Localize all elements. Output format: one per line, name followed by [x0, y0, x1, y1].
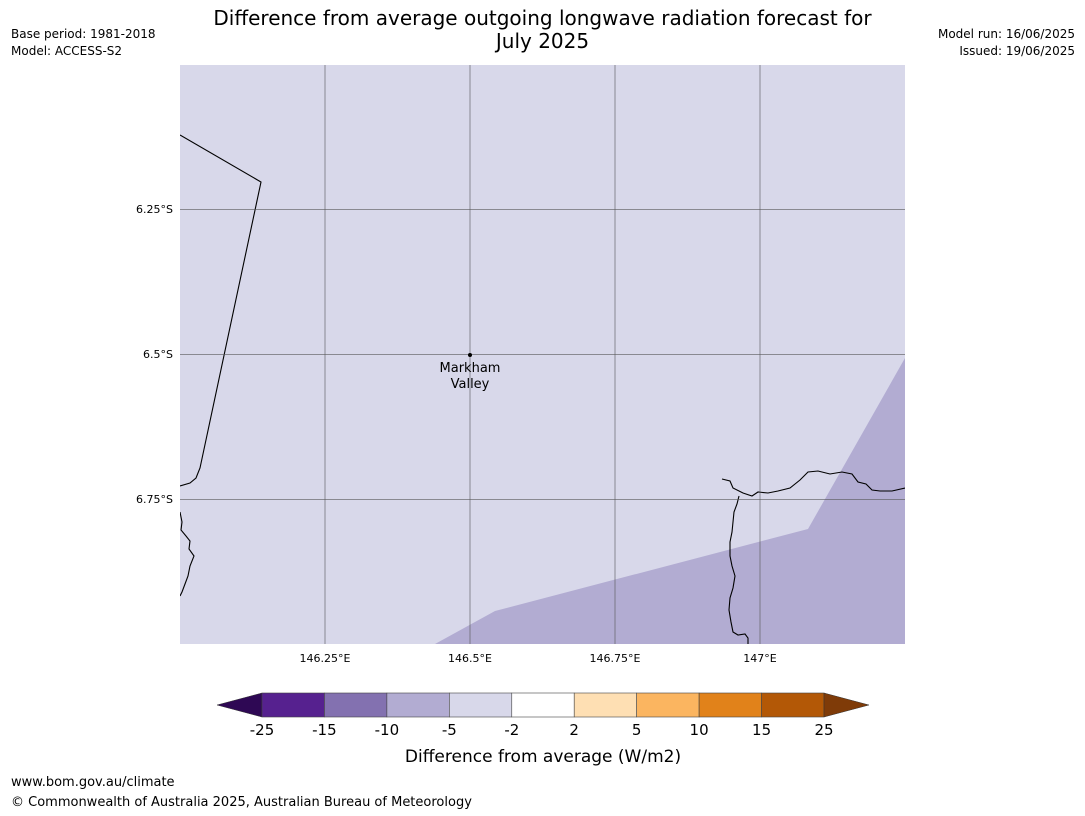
coastline-west	[180, 511, 195, 597]
colorbar-tick-label: 2	[569, 721, 579, 739]
colorbar: -25 -15 -10 -5 -2 2 5 10 15 25 Differenc…	[216, 692, 870, 767]
location-label-line-1: Markham	[440, 361, 501, 376]
title-line-2: July 2025	[495, 29, 590, 53]
lat-tick-labels: 6.25°S 6.5°S 6.75°S	[136, 203, 173, 506]
colorbar-segment	[324, 692, 388, 718]
meta-right: Model run: 16/06/2025 Issued: 19/06/2025	[938, 26, 1075, 60]
lon-tick-label: 146.25°E	[300, 652, 351, 665]
lon-tick-label: 146.75°E	[590, 652, 641, 665]
colorbar-segment	[761, 692, 825, 718]
colorbar-segment	[573, 692, 637, 718]
lon-tick-labels: 146.25°E 146.5°E 146.75°E 147°E	[300, 652, 777, 665]
colorbar-segments	[261, 692, 825, 718]
border-line	[180, 134, 262, 487]
colorbar-tick-label: 15	[752, 721, 771, 739]
location-marker	[468, 353, 472, 357]
location-label-line-2: Valley	[451, 377, 490, 392]
coastlines	[180, 134, 905, 644]
colorbar-segment	[636, 692, 700, 718]
model-run-text: Model run: 16/06/2025	[937, 27, 1075, 41]
colorbar-over-arrow	[823, 692, 870, 718]
colorbar-segment	[511, 692, 575, 718]
river-line	[728, 495, 749, 644]
map-panel: Markham Valley	[180, 65, 905, 644]
colorbar-tick-label: 5	[632, 721, 642, 739]
colorbar-under-arrow	[216, 692, 263, 718]
lat-tick-label: 6.75°S	[136, 493, 173, 506]
lat-tick-label: 6.25°S	[136, 203, 173, 216]
gridlines	[180, 65, 905, 644]
colorbar-tick-label: -15	[312, 721, 337, 739]
issued-text: Issued: 19/06/2025	[959, 44, 1075, 58]
colorbar-segment	[698, 692, 762, 718]
meta-left: Base period: 1981-2018 Model: ACCESS-S2	[11, 26, 156, 60]
colorbar-segment	[386, 692, 450, 718]
footer-url[interactable]: www.bom.gov.au/climate	[11, 775, 175, 790]
colorbar-tick-labels: -25 -15 -10 -5 -2 2 5 10 15 25	[250, 721, 834, 739]
colorbar-segment	[261, 692, 325, 718]
colorbar-tick-label: -2	[504, 721, 519, 739]
title-line-1: Difference from average outgoing longwav…	[213, 6, 872, 30]
anomaly-region	[435, 358, 905, 644]
lat-tick-label: 6.5°S	[143, 348, 173, 361]
colorbar-label: Difference from average (W/m2)	[405, 747, 681, 767]
colorbar-tick-label: -5	[442, 721, 457, 739]
map-title: Difference from average outgoing longwav…	[180, 7, 905, 53]
colorbar-tick-label: -10	[375, 721, 400, 739]
footer-copyright: © Commonwealth of Australia 2025, Austra…	[11, 795, 472, 810]
colorbar-tick-label: 10	[690, 721, 709, 739]
lon-tick-label: 147°E	[743, 652, 776, 665]
colorbar-tick-label: -25	[250, 721, 275, 739]
model-text: Model: ACCESS-S2	[11, 44, 123, 58]
base-period-text: Base period: 1981-2018	[11, 27, 156, 41]
colorbar-segment	[449, 692, 513, 718]
colorbar-tick-label: 25	[814, 721, 833, 739]
lon-tick-label: 146.5°E	[448, 652, 492, 665]
coastline-east	[721, 470, 905, 497]
